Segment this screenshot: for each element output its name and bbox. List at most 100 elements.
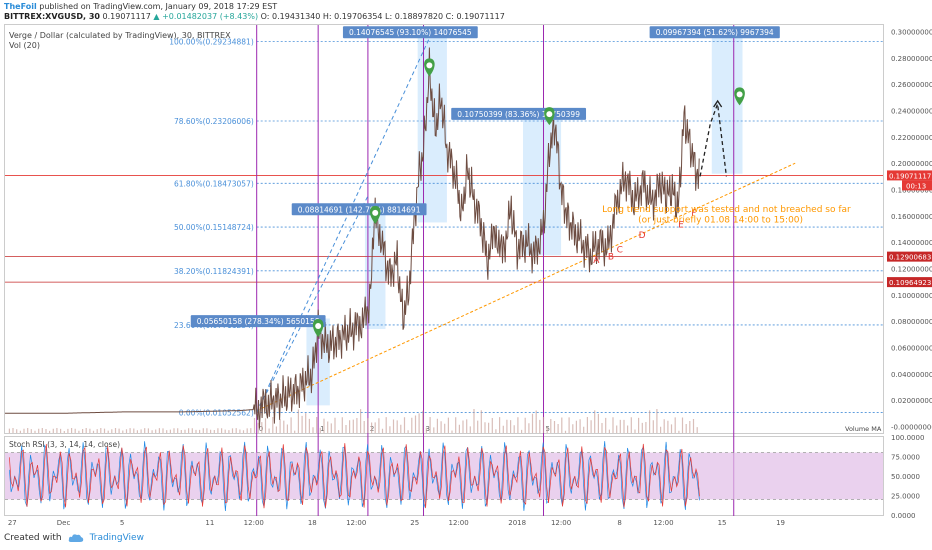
fib-level-label: 38.20%(0.11824391) <box>174 267 254 276</box>
y-tick-label: 0.20000000 <box>891 160 932 168</box>
volume-label: Vol (20) <box>9 41 40 50</box>
x-tick-label: 11 <box>205 519 214 527</box>
y-tick-label: 0.28000000 <box>891 55 932 63</box>
stoch-tick-label: 50.0000 <box>891 473 920 481</box>
fib-level-label: 100.00%(0.29234881) <box>169 38 254 47</box>
vertical-marker-index: 3 <box>426 425 430 433</box>
symbol: BITTREX:XVGUSD, 30 <box>4 12 100 21</box>
vertical-marker-index: 0 <box>259 425 263 433</box>
x-tick-label: 15 <box>718 519 727 527</box>
x-tick-label: 2018 <box>508 519 526 527</box>
x-tick-label: 19 <box>776 519 785 527</box>
y-tick-label: 0.24000000 <box>891 108 932 116</box>
volume-ma-label: Volume MA <box>845 425 882 433</box>
price-tag <box>887 170 932 181</box>
stoch-tick-label: 75.0000 <box>891 454 920 462</box>
wave-letter-label: F <box>691 209 696 219</box>
dashed-trajectory-line <box>256 195 369 413</box>
arrow-up-icon <box>713 99 723 108</box>
pin-center <box>315 323 322 330</box>
wave-letter-label: C <box>617 246 623 256</box>
price-range-badge <box>190 315 326 328</box>
price-change: ▲ +0.01482037 (+8.43%) <box>153 12 259 21</box>
countdown-label: 00:13 <box>906 182 926 190</box>
price-tag-label: 0.19071117 <box>889 172 931 180</box>
pin-center <box>426 62 433 69</box>
y-tick-label: 0.06000000 <box>891 344 932 352</box>
stoch-tick-label: 100.0000 <box>891 434 924 442</box>
price-tag <box>887 251 932 262</box>
y-tick-label: 0.14000000 <box>891 239 932 247</box>
y-tick-label: 0.12000000 <box>891 265 932 273</box>
volume-bars <box>8 409 698 433</box>
x-tick-label: 8 <box>617 519 621 527</box>
y-tick-label: 0.04000000 <box>891 371 932 379</box>
author-name[interactable]: TheFoil <box>4 2 37 11</box>
y-tick-label: -0.00000000 <box>891 423 932 431</box>
wave-letter-label: E <box>678 221 684 231</box>
x-tick-label: Dec <box>57 519 71 527</box>
price-range-label: 0.10750399 (83.36%) 10750399 <box>457 110 580 119</box>
stoch-panel-frame <box>4 436 884 516</box>
stoch-tick-label: 0.0000 <box>891 512 916 520</box>
created-with: Created with <box>4 533 62 543</box>
price-tag-label: 0.12900683 <box>889 254 931 262</box>
ohlc-values: O: 0.19431340 H: 0.19706354 L: 0.1889782… <box>260 12 505 21</box>
symbol-line: BITTREX:XVGUSD, 30 0.19071117 ▲ +0.01482… <box>4 12 505 21</box>
pin-center <box>372 209 379 216</box>
published-text: published on TradingView.com, January 09… <box>39 2 278 11</box>
chart-title: Verge / Dollar (calculated by TradingVie… <box>9 31 231 40</box>
price-range-badge <box>342 26 478 39</box>
y-tick-label: 0.08000000 <box>891 318 932 326</box>
vertical-marker-index: 1 <box>320 425 324 433</box>
y-tick-label: 0.26000000 <box>891 81 932 89</box>
x-tick-label: 12:00 <box>244 519 264 527</box>
x-tick-label: 27 <box>8 519 17 527</box>
stoch-tick-label: 25.0000 <box>891 493 920 501</box>
stoch-band <box>5 452 883 500</box>
y-tick-label: 0.10000000 <box>891 292 932 300</box>
x-tick-label: 12:00 <box>346 519 366 527</box>
price-tag-label: 0.10964923 <box>889 279 931 287</box>
price-range-label: 0.14076545 (93.10%) 14076545 <box>349 28 472 37</box>
fib-level-label: 50.00%(0.15148724) <box>174 223 254 232</box>
trend-support-line <box>256 162 796 412</box>
wave-letter-label: A <box>593 256 600 266</box>
x-tick-label: 12:00 <box>551 519 571 527</box>
x-tick-label: 12:00 <box>449 519 469 527</box>
pin-center <box>736 91 743 98</box>
price-series-line <box>5 47 700 429</box>
wave-letter-label: B <box>608 252 614 262</box>
countdown-tag <box>902 180 932 191</box>
y-tick-label: 0.18000000 <box>891 187 932 195</box>
fib-level-label: 78.60%(0.23206006) <box>174 117 254 126</box>
main-chart-frame <box>4 24 884 434</box>
y-tick-label: 0.30000000 <box>891 29 932 37</box>
annotation-line-1: Long trend support was tested and not br… <box>602 205 851 215</box>
publish-line: TheFoil published on TradingView.com, Ja… <box>4 2 277 11</box>
footer: Created with TradingView <box>4 533 144 543</box>
x-tick-label: 12:00 <box>653 519 673 527</box>
pin-center <box>546 111 553 118</box>
projection-path <box>699 103 728 177</box>
price-range-badge <box>649 26 780 39</box>
stoch-rsi-label: Stoch RSI (3, 3, 14, 14, close) <box>9 440 120 449</box>
price-range-label: 0.09967394 (51.62%) 9967394 <box>656 28 774 37</box>
last-price: 0.19071117 <box>102 12 151 21</box>
price-range-label: 0.08814691 (142.79%) 8814691 <box>298 205 421 214</box>
y-tick-label: 0.02000000 <box>891 397 932 405</box>
annotation-line-2: (or just briefly 01.08 14:00 to 15:00) <box>638 215 803 225</box>
x-tick-label: 18 <box>308 519 317 527</box>
wave-letter-label: D <box>639 231 646 241</box>
y-tick-label: 0.16000000 <box>891 213 932 221</box>
fib-level-label: 61.80%(0.18473057) <box>174 179 254 188</box>
fib-level-label: 0.00%(0.01052562) <box>179 409 254 418</box>
price-range-badge <box>291 203 427 216</box>
dashed-trajectory-line <box>256 37 430 413</box>
price-tag <box>887 277 932 288</box>
cloud-icon <box>68 534 83 542</box>
y-tick-label: 0.22000000 <box>891 134 932 142</box>
tradingview-brand[interactable]: TradingView <box>89 533 144 543</box>
price-range-label: 0.05650158 (278.34%) 5650158 <box>197 317 320 326</box>
